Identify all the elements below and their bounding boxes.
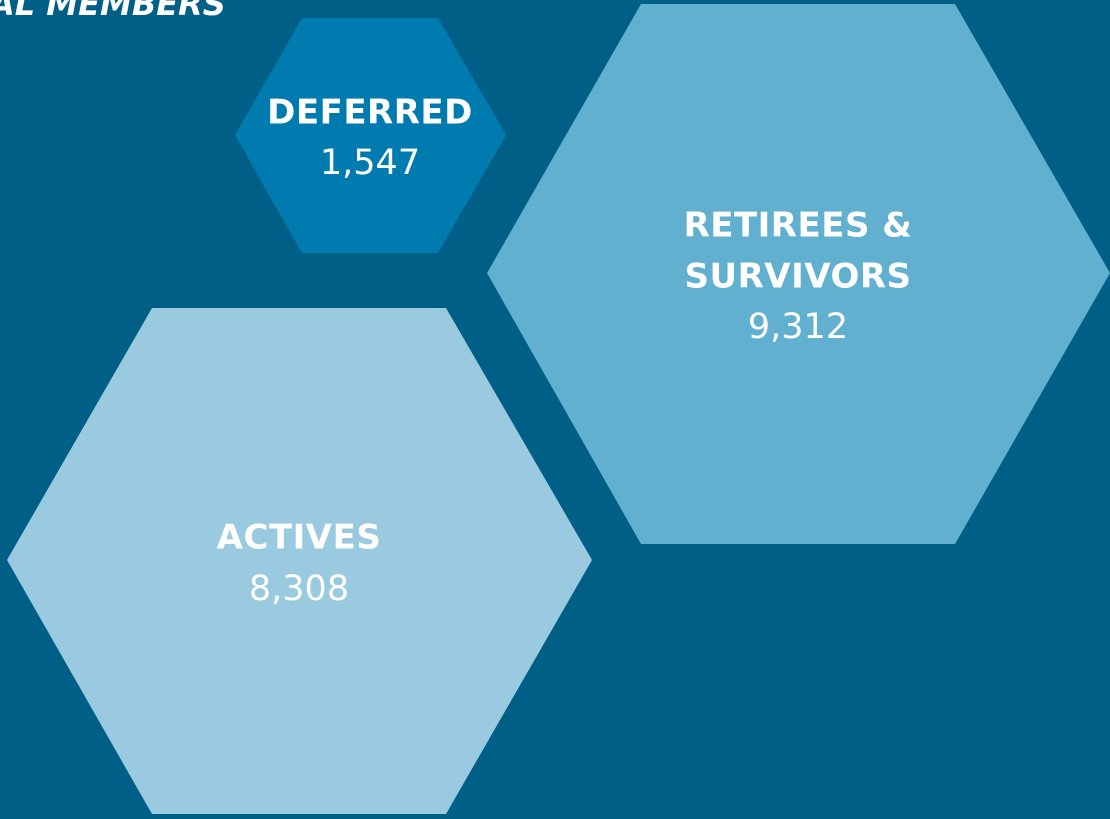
group-value: 1,547: [320, 143, 420, 183]
group-label: ACTIVES: [217, 518, 382, 558]
actives-group: ACTIVES 8,308: [7, 308, 592, 814]
hexagon: [487, 4, 1110, 544]
retirees-group: RETIREES & SURVIVORS 9,312: [487, 4, 1110, 544]
deferred-group: DEFERRED 1,547: [235, 18, 506, 253]
group-label: SURVIVORS: [684, 257, 911, 297]
hexagon: [7, 308, 592, 814]
group-label: DEFERRED: [267, 93, 473, 133]
group-value: 8,308: [249, 569, 349, 609]
hexagon: [235, 18, 506, 253]
group-label: RETIREES &: [684, 206, 913, 246]
group-value: 9,312: [748, 307, 848, 347]
title: AL MEMBERS: [0, 0, 226, 23]
